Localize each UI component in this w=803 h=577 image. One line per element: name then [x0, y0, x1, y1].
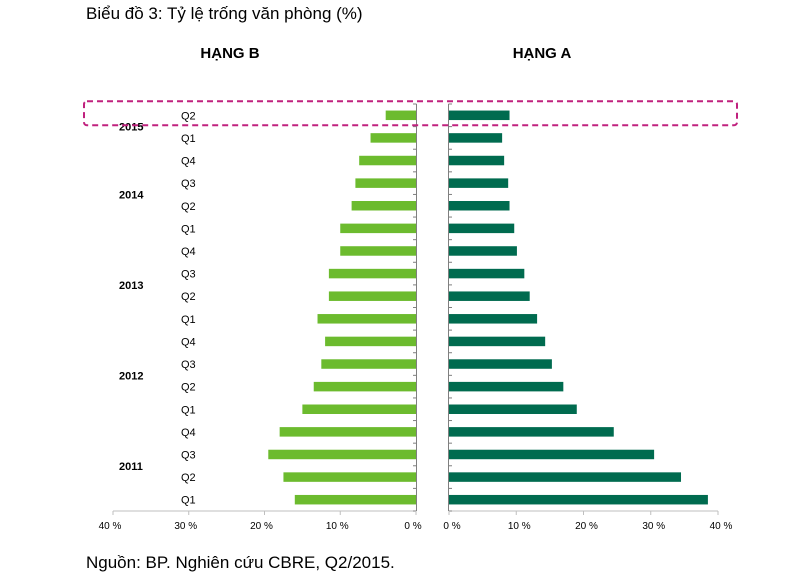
bar-hang-b [385, 110, 416, 121]
quarter-label: Q3 [181, 269, 196, 281]
panel-title-right: HẠNG A [513, 45, 572, 62]
bar-hang-b [370, 133, 416, 143]
panel-title-left: HẠNG B [200, 45, 259, 62]
quarter-label: Q1 [181, 495, 196, 507]
right-x-tick-label: 20 % [575, 521, 598, 532]
bar-hang-a [449, 494, 708, 505]
bar-hang-a [449, 472, 682, 482]
bar-hang-b [328, 291, 416, 301]
bar-hang-a [449, 178, 509, 188]
bar-hang-a [449, 291, 530, 301]
bar-hang-b [340, 223, 416, 234]
bar-hang-a [449, 336, 546, 347]
bar-hang-b [279, 427, 416, 437]
quarter-label: Q2 [181, 291, 196, 303]
year-label: 2012 [119, 370, 143, 382]
bar-hang-a [449, 133, 503, 143]
quarter-label: Q3 [181, 359, 196, 371]
bar-hang-a [449, 359, 552, 369]
source-note: Nguồn: BP. Nghiên cứu CBRE, Q2/2015. [86, 553, 395, 572]
bar-hang-b [317, 314, 416, 324]
quarter-label: Q1 [181, 314, 196, 326]
quarter-label: Q1 [181, 133, 196, 145]
quarter-label: Q2 [181, 201, 196, 213]
quarter-label: Q4 [181, 246, 196, 258]
left-x-tick-label: 20 % [250, 521, 273, 532]
chart-title: Biểu đồ 3: Tỷ lệ trống văn phòng (%) [86, 4, 363, 23]
right-x-tick-label: 10 % [508, 521, 531, 532]
year-label: 2013 [119, 280, 143, 292]
left-x-tick-label: 40 % [99, 521, 122, 532]
bar-hang-a [449, 314, 538, 324]
quarter-label: Q1 [181, 404, 196, 416]
highlight-layer [83, 100, 738, 127]
bar-hang-a [449, 427, 614, 437]
quarter-label: Q2 [181, 110, 196, 122]
bar-hang-b [294, 494, 416, 505]
right-x-tick-label: 0 % [443, 521, 460, 532]
bar-hang-b [313, 381, 416, 392]
quarter-label: Q3 [181, 178, 196, 190]
left-panel-hang-b: 40 % 30 % 20 % 10 % 0 % [99, 103, 422, 532]
bar-hang-a [449, 268, 525, 279]
left-x-tick-label: 0 % [404, 521, 421, 532]
quarter-label: Q4 [181, 156, 196, 168]
bar-hang-b [302, 404, 416, 414]
year-label: 2014 [119, 189, 144, 201]
quarter-label: Q2 [181, 382, 196, 394]
quarter-label: Q2 [181, 472, 196, 484]
quarter-label: Q1 [181, 223, 196, 235]
quarter-label: Q4 [181, 427, 196, 439]
bar-hang-a [449, 404, 577, 414]
left-x-tick-label: 30 % [174, 521, 197, 532]
right-panel-hang-a: 40 % 30 % 20 % 10 % 0 % [443, 103, 733, 532]
bar-hang-b [325, 336, 416, 347]
bar-hang-a [449, 381, 564, 392]
quarter-label: Q4 [181, 336, 196, 348]
left-x-tick-label: 10 % [326, 521, 349, 532]
bar-hang-b [328, 268, 416, 279]
quarter-label: Q3 [181, 449, 196, 461]
bar-hang-b [321, 359, 416, 369]
bar-hang-b [359, 155, 416, 166]
year-label: 2015 [119, 122, 143, 134]
right-x-tick-label: 30 % [642, 521, 665, 532]
category-labels: HẠNG B HẠNG A Q1 Q2 Q3 Q4 Q1 Q2 Q3 Q4 Q1 Q2 Q3 Q4 Q1 Q2… [119, 45, 571, 507]
bar-hang-b [268, 449, 416, 460]
bar-hang-b [355, 178, 416, 188]
year-label: 2011 [119, 461, 143, 473]
bar-hang-a [449, 201, 510, 211]
bar-hang-a [449, 449, 655, 460]
bar-hang-b [283, 472, 416, 482]
highlight-box [83, 100, 738, 127]
bar-hang-b [340, 246, 416, 256]
bar-hang-a [449, 110, 510, 121]
bar-hang-b [351, 201, 416, 211]
bar-hang-a [449, 246, 517, 256]
bar-hang-a [449, 155, 505, 166]
right-x-tick-label: 40 % [710, 521, 733, 532]
bar-hang-a [449, 223, 515, 234]
